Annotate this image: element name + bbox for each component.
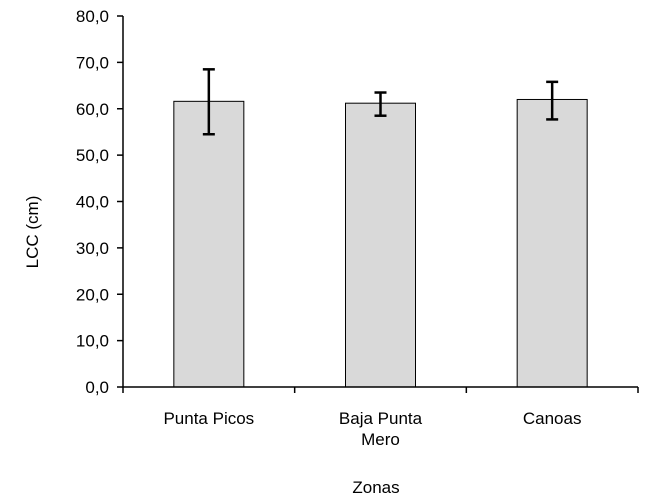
y-tick-label: 20,0 bbox=[76, 285, 109, 304]
x-category-label: Punta Picos bbox=[163, 409, 254, 428]
y-tick-label: 70,0 bbox=[76, 53, 109, 72]
y-tick-label: 60,0 bbox=[76, 100, 109, 119]
x-category-label-line: Punta Picos bbox=[163, 409, 254, 428]
bar bbox=[345, 102, 416, 388]
y-tick-label: 0,0 bbox=[85, 378, 109, 397]
x-category-label: Canoas bbox=[523, 409, 582, 428]
x-category-label: Baja Punta Mero bbox=[339, 409, 423, 449]
x-axis-title: Zonas bbox=[352, 478, 399, 497]
y-tick-label: 10,0 bbox=[76, 332, 109, 351]
y-tick-label: 40,0 bbox=[76, 193, 109, 212]
x-axis-labels: Punta Picos Baja Punta Mero Canoas bbox=[163, 409, 581, 449]
x-category-label-line: Canoas bbox=[523, 409, 582, 428]
y-axis-title: LCC (cm) bbox=[23, 196, 42, 269]
y-tick-label: 80,0 bbox=[76, 7, 109, 26]
y-tick-label: 30,0 bbox=[76, 239, 109, 258]
x-category-label-line: Mero bbox=[361, 430, 400, 449]
y-tick-label: 50,0 bbox=[76, 146, 109, 165]
x-category-label-line: Baja Punta bbox=[339, 409, 423, 428]
y-axis-ticks: 0,0 10,0 20,0 30,0 40,0 50,0 60,0 70,0 80,0 bbox=[76, 7, 123, 397]
error-bars bbox=[202, 68, 559, 136]
bar bbox=[173, 100, 245, 388]
bars bbox=[173, 98, 588, 388]
bar bbox=[516, 98, 588, 388]
axes bbox=[122, 16, 639, 393]
